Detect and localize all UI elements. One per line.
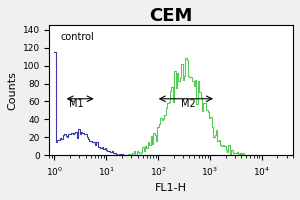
Text: M1: M1 bbox=[69, 99, 84, 109]
Text: M2: M2 bbox=[181, 99, 195, 109]
Title: CEM: CEM bbox=[150, 7, 193, 25]
X-axis label: FL1-H: FL1-H bbox=[155, 183, 187, 193]
Y-axis label: Counts: Counts bbox=[7, 71, 17, 110]
Text: control: control bbox=[60, 32, 94, 42]
